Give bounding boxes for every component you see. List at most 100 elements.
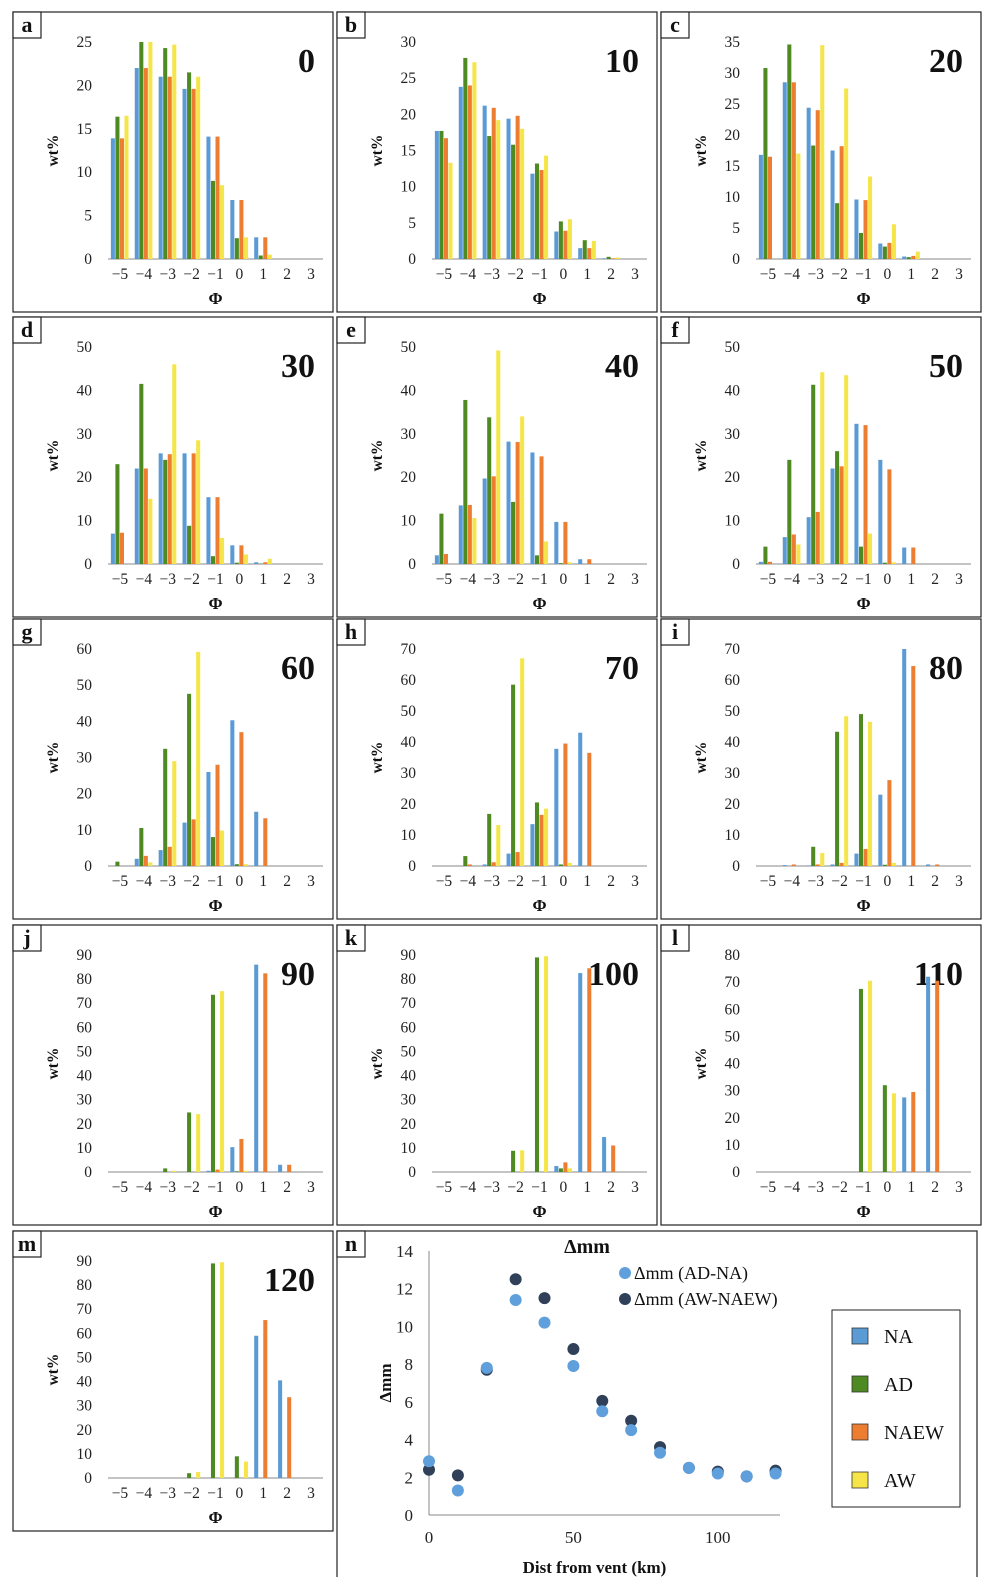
bar-ad <box>163 1168 168 1172</box>
bar-aw <box>796 544 801 564</box>
bar-naew <box>839 862 844 866</box>
bar-ad <box>187 693 192 866</box>
bar-aw <box>615 257 620 259</box>
legend-label: AW <box>884 1470 916 1492</box>
bar-ad <box>487 813 492 866</box>
y-tick-label: 20 <box>401 796 417 813</box>
scatter-point-ad-na <box>596 1405 609 1418</box>
x-tick-label: 2 <box>283 873 291 890</box>
bar-ad <box>487 417 492 564</box>
legend-label: Δmm (AD-NA) <box>634 1263 748 1284</box>
bar-naew <box>563 521 568 564</box>
bar-na <box>206 497 211 564</box>
x-tick-label: 2 <box>607 571 615 588</box>
bar-aw <box>891 224 896 259</box>
bar-aw <box>868 533 873 564</box>
bar-naew <box>239 545 244 564</box>
bar-na <box>230 545 235 564</box>
bar-ad <box>858 714 863 866</box>
bar-aw <box>472 62 477 260</box>
y-axis-label: wt% <box>45 1354 62 1386</box>
x-tick-label: −3 <box>159 873 176 890</box>
x-tick-label: −4 <box>784 873 801 890</box>
x-tick-label: 1 <box>907 1179 915 1196</box>
x-tick-label: 3 <box>307 1179 315 1196</box>
bar-na <box>878 794 883 866</box>
x-tick-label: 0 <box>236 266 244 283</box>
bar-aw <box>267 254 272 259</box>
bar-aw <box>567 562 572 564</box>
y-tick-label: 0 <box>84 1470 92 1487</box>
bar-naew <box>911 547 916 564</box>
y-tick-label: 50 <box>401 1043 417 1060</box>
x-tick-label: −1 <box>207 873 224 890</box>
bar-naew <box>443 138 448 259</box>
x-tick-label: −5 <box>112 571 129 588</box>
bar-na <box>158 850 163 866</box>
bar-naew <box>467 864 472 866</box>
bar-naew <box>215 497 220 564</box>
bar-aw <box>544 541 549 564</box>
x-tick-label: −4 <box>460 571 477 588</box>
bar-naew <box>587 559 592 564</box>
distance-label: 60 <box>281 650 315 687</box>
panel-letter: f <box>671 317 679 342</box>
bar-aw <box>496 825 501 866</box>
y-tick-label: 30 <box>77 426 93 443</box>
bar-na <box>830 150 835 259</box>
bar-na <box>230 720 235 866</box>
bar-na <box>902 649 907 866</box>
bar-naew <box>815 511 820 564</box>
y-tick-label: 14 <box>396 1242 414 1261</box>
y-tick-label: 0 <box>732 1164 740 1181</box>
bar-ad <box>210 180 215 259</box>
bar-naew <box>863 425 868 564</box>
bar-na <box>230 1147 235 1172</box>
scatter-point-ad-na <box>654 1446 667 1459</box>
bar-naew <box>287 1397 292 1478</box>
bar-naew <box>239 1138 244 1172</box>
y-tick-label: 0 <box>732 858 740 875</box>
x-tick-label: −1 <box>207 1485 224 1502</box>
x-axis-label: Φ <box>208 594 222 613</box>
bar-ad <box>187 1473 192 1478</box>
bar-ad <box>558 1168 563 1172</box>
bar-ad <box>858 988 863 1172</box>
x-axis-label: Φ <box>208 1508 222 1527</box>
y-tick-label: 90 <box>401 947 417 964</box>
x-tick-label: 2 <box>607 1179 615 1196</box>
bar-naew <box>239 732 244 866</box>
x-tick-label: 1 <box>259 266 267 283</box>
bar-na <box>158 453 163 564</box>
scatter-point-ad-na <box>423 1455 435 1468</box>
y-tick-label: 20 <box>725 1110 741 1127</box>
x-tick-label: −5 <box>112 1485 129 1502</box>
y-tick-label: 30 <box>77 1092 93 1109</box>
bar-naew <box>143 68 148 259</box>
bar-ad <box>787 459 792 564</box>
bar-na <box>206 1170 211 1172</box>
bar-ad <box>463 57 468 260</box>
y-tick-label: 30 <box>725 765 741 782</box>
bar-naew <box>587 752 592 866</box>
x-tick-label: 1 <box>259 1179 267 1196</box>
y-tick-label: 5 <box>732 220 740 237</box>
bar-naew <box>935 980 940 1172</box>
y-axis-label: wt% <box>45 135 62 167</box>
legend-swatch-aw <box>851 1471 869 1489</box>
x-tick-label: −5 <box>436 1179 453 1196</box>
y-tick-label: 8 <box>405 1355 414 1374</box>
bar-aw <box>520 416 525 564</box>
scatter-point-ad-na <box>682 1461 695 1474</box>
bar-ad <box>139 383 144 564</box>
bar-ad <box>187 525 192 564</box>
x-tick-label: 0 <box>560 571 568 588</box>
bar-na <box>254 811 259 866</box>
bar-aw <box>220 537 225 564</box>
x-tick-label: −4 <box>136 266 153 283</box>
bar-aw <box>844 716 849 866</box>
bar-naew <box>215 136 220 259</box>
x-tick-label: 2 <box>607 266 615 283</box>
